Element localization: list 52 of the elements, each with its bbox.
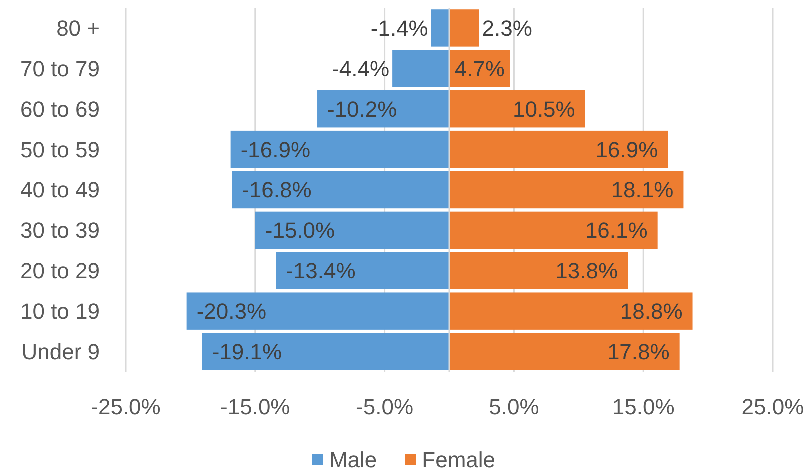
bar	[450, 171, 684, 209]
data-label: -13.4%	[286, 258, 356, 284]
y-tick-label: 10 to 19	[20, 299, 100, 324]
data-label: 10.5%	[512, 96, 576, 122]
bar	[202, 333, 450, 370]
bar	[392, 50, 450, 88]
y-tick-label: Under 9	[22, 339, 100, 364]
x-tick-label: 5.0%	[489, 394, 540, 420]
y-tick-label: 60 to 69	[20, 96, 100, 122]
bar	[450, 333, 680, 370]
y-tick-label: 30 to 39	[20, 218, 100, 244]
data-label: 4.7%	[454, 56, 505, 82]
data-label: 16.1%	[585, 218, 648, 244]
bar	[255, 212, 450, 250]
x-tick-label: -5.0%	[356, 394, 414, 420]
y-tick-label: 40 to 49	[20, 178, 100, 203]
bar	[450, 130, 668, 168]
x-tick-label: -15.0%	[220, 394, 290, 420]
y-tick-label: 70 to 79	[20, 56, 100, 82]
bar	[450, 212, 658, 250]
data-label: -10.2%	[328, 96, 398, 122]
bar	[230, 130, 450, 168]
data-label: 13.8%	[556, 258, 618, 284]
bar	[431, 10, 450, 47]
data-label: -16.9%	[240, 137, 311, 162]
data-label: -4.4%	[332, 56, 390, 82]
data-label: 18.8%	[620, 299, 683, 324]
data-label: -20.3%	[196, 299, 267, 324]
x-tick-label: -25.0%	[91, 394, 161, 420]
data-label: 2.3%	[482, 16, 532, 41]
data-label: 17.8%	[607, 339, 670, 364]
x-tick-label: 15.0%	[612, 394, 675, 420]
bar	[186, 292, 450, 330]
x-tick-label: 25.0%	[742, 394, 804, 420]
bar	[318, 90, 450, 128]
data-label: -1.4%	[370, 16, 428, 41]
bar	[232, 171, 450, 209]
bar	[450, 252, 628, 290]
legend-label: Male	[329, 448, 378, 473]
y-tick-label: 20 to 29	[20, 258, 100, 284]
data-label: -16.8%	[242, 178, 312, 203]
bar	[450, 292, 693, 330]
data-label: -15.0%	[265, 218, 336, 244]
bar	[276, 252, 450, 290]
data-label: 18.1%	[611, 178, 674, 203]
y-tick-label: 80 +	[56, 16, 100, 41]
data-label: 16.9%	[596, 137, 658, 162]
legend-label: Female	[422, 448, 496, 473]
data-label: -19.1%	[212, 339, 282, 364]
bar	[450, 90, 586, 128]
y-tick-label: 50 to 59	[20, 137, 100, 162]
bar	[450, 10, 480, 47]
